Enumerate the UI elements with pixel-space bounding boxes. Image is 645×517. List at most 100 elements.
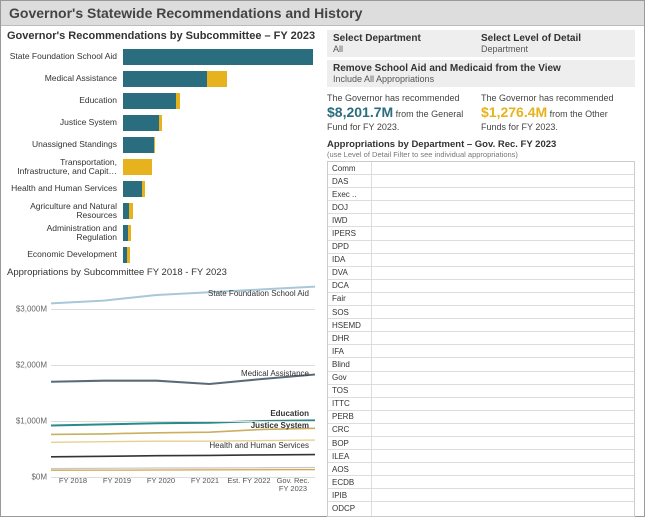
dept-name-cell: ECDB — [328, 476, 372, 488]
table-row[interactable]: IPIB — [328, 489, 634, 502]
bar-segment-primary — [123, 181, 142, 197]
bar-row[interactable]: Medical Assistance — [7, 68, 319, 89]
table-row[interactable]: HSEMD — [328, 319, 634, 332]
table-row[interactable]: Comm — [328, 162, 634, 175]
main-layout: Governor's Recommendations by Subcommitt… — [1, 26, 644, 515]
table-row[interactable]: DVA — [328, 267, 634, 280]
filter-department-value: All — [333, 44, 481, 54]
series-label: Justice System — [251, 421, 309, 430]
bar-row[interactable]: State Foundation School Aid — [7, 46, 319, 67]
dept-name-cell: DOJ — [328, 201, 372, 213]
line-series[interactable] — [51, 455, 315, 457]
dept-table-subtitle: (use Level of Detail Filter to see indiv… — [327, 150, 635, 159]
table-row[interactable]: Gov — [328, 372, 634, 385]
summary-other-funds: The Governor has recommended $1,276.4M f… — [481, 93, 635, 133]
table-row[interactable]: IWD — [328, 214, 634, 227]
table-row[interactable]: DAS — [328, 175, 634, 188]
table-row[interactable]: AOS — [328, 463, 634, 476]
line-chart-yaxis: $0M$1,000M$2,000M$3,000M — [7, 281, 51, 477]
x-tick-label: FY 2020 — [139, 477, 183, 493]
line-series[interactable] — [51, 467, 315, 468]
dept-name-cell: Gov — [328, 372, 372, 384]
bar-track — [123, 247, 319, 263]
bar-track — [123, 159, 319, 175]
bar-row[interactable]: Health and Human Services — [7, 178, 319, 199]
bar-track — [123, 203, 319, 219]
bar-segment-secondary — [142, 181, 145, 197]
line-chart-xaxis: FY 2018FY 2019FY 2020FY 2021Est. FY 2022… — [51, 477, 315, 493]
bar-row[interactable]: Economic Development — [7, 244, 319, 265]
dept-name-cell: Comm — [328, 162, 372, 174]
dept-name-cell: IFA — [328, 345, 372, 357]
bar-row[interactable]: Justice System — [7, 112, 319, 133]
filter-level-of-detail[interactable]: Select Level of Detail Department — [481, 33, 629, 54]
dept-name-cell: Fair — [328, 293, 372, 305]
bar-row[interactable]: Education — [7, 90, 319, 111]
table-row[interactable]: Fair — [328, 293, 634, 306]
table-row[interactable]: ITTC — [328, 398, 634, 411]
table-row[interactable]: Exec .. — [328, 188, 634, 201]
x-tick-label: Est. FY 2022 — [227, 477, 271, 493]
bar-label: State Foundation School Aid — [7, 52, 123, 61]
dept-name-cell: Blind — [328, 358, 372, 370]
table-row[interactable]: TOS — [328, 385, 634, 398]
table-row[interactable]: Blind — [328, 358, 634, 371]
bar-row[interactable]: Transportation, Infrastructure, and Capi… — [7, 156, 319, 177]
filter-department[interactable]: Select Department All — [333, 33, 481, 54]
table-row[interactable]: IFA — [328, 345, 634, 358]
bar-track — [123, 225, 319, 241]
bar-segment-secondary — [176, 93, 179, 109]
series-label: Education — [270, 409, 309, 418]
page-title: Governor's Statewide Recommendations and… — [9, 5, 362, 21]
bar-chart[interactable]: State Foundation School Aid Medical Assis… — [7, 46, 319, 265]
table-row[interactable]: CRC — [328, 424, 634, 437]
bar-segment-primary — [123, 49, 313, 65]
table-row[interactable]: DHR — [328, 332, 634, 345]
dept-name-cell: PERB — [328, 411, 372, 423]
y-tick-label: $3,000M — [16, 305, 47, 314]
right-column: Select Department All Select Level of De… — [323, 26, 641, 515]
bar-segment-secondary — [154, 137, 156, 153]
table-row[interactable]: ODCP — [328, 502, 634, 515]
table-row[interactable]: PERB — [328, 411, 634, 424]
bar-row[interactable]: Administration and Regulation — [7, 222, 319, 243]
table-row[interactable]: DOJ — [328, 201, 634, 214]
dept-name-cell: Exec .. — [328, 188, 372, 200]
dept-name-cell: IDA — [328, 254, 372, 266]
dept-name-cell: IPERS — [328, 227, 372, 239]
table-row[interactable]: SOS — [328, 306, 634, 319]
dept-name-cell: IWD — [328, 214, 372, 226]
bar-label: Medical Assistance — [7, 74, 123, 83]
bar-label: Justice System — [7, 118, 123, 127]
dept-table[interactable]: CommDASExec ..DOJIWDIPERS DPDIDADVADCAFai… — [327, 161, 635, 517]
table-row[interactable]: BOP — [328, 437, 634, 450]
table-row[interactable]: ECDB — [328, 476, 634, 489]
bar-segment-secondary — [129, 203, 133, 219]
series-label: Health and Human Services — [209, 441, 309, 450]
summary-general-fund: The Governor has recommended $8,201.7M f… — [327, 93, 481, 133]
table-row[interactable]: IDA — [328, 254, 634, 267]
y-tick-label: $1,000M — [16, 417, 47, 426]
dept-name-cell: BOP — [328, 437, 372, 449]
table-row[interactable]: DPD — [328, 241, 634, 254]
filter-remove-label: Remove School Aid and Medicaid from the … — [333, 63, 629, 74]
bar-track — [123, 137, 319, 153]
table-row[interactable]: ILEA — [328, 450, 634, 463]
filter-remove-block[interactable]: Remove School Aid and Medicaid from the … — [327, 60, 635, 87]
bar-row[interactable]: Unassigned Standings — [7, 134, 319, 155]
dept-name-cell: ILEA — [328, 450, 372, 462]
line-series[interactable] — [51, 470, 315, 471]
grid-line — [51, 365, 315, 366]
summary-general-amount: $8,201.7M — [327, 104, 393, 120]
dept-name-cell: ITTC — [328, 398, 372, 410]
dept-name-cell: SOS — [328, 306, 372, 318]
table-row[interactable]: DCA — [328, 280, 634, 293]
dept-name-cell: DHR — [328, 332, 372, 344]
line-chart-plot: State Foundation School AidMedical Assis… — [51, 281, 315, 477]
bar-label: Unassigned Standings — [7, 140, 123, 149]
dept-name-cell: DCA — [328, 280, 372, 292]
table-row[interactable]: IPERS — [328, 227, 634, 240]
line-chart[interactable]: Appropriations by Subcommittee FY 2018 -… — [7, 267, 319, 493]
page-header: Governor's Statewide Recommendations and… — [1, 1, 644, 26]
bar-row[interactable]: Agriculture and Natural Resources — [7, 200, 319, 221]
